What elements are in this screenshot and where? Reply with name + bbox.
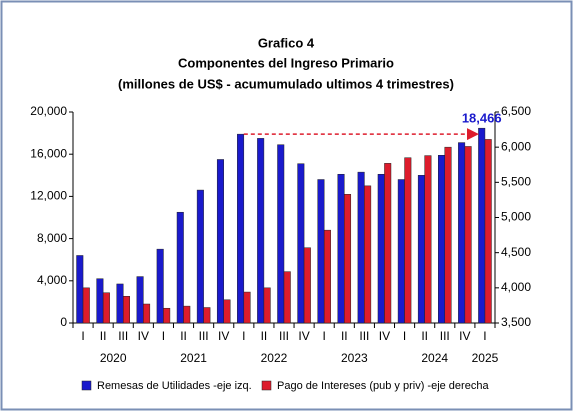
bar [176,211,184,324]
bar [438,155,446,324]
chart-subtitle: (millones de US$ - acumumulado ultimos 4… [118,76,454,91]
x-tick-label: I [81,329,84,343]
bar [344,194,352,324]
legend-label: Pago de Intereses (pub y priv) -eje dere… [277,380,489,392]
legend-swatch [261,380,272,391]
bar [337,173,345,324]
bar [484,139,492,324]
y2-tick-label: 6,000 [501,139,531,153]
y2-tick-label: 3,500 [501,315,531,329]
y-tick-label: 20,000 [30,104,67,118]
bar [417,175,425,324]
bar [183,305,191,324]
y-tick-label: 0 [60,315,67,329]
bar [364,185,372,324]
bar [424,155,432,324]
x-tick-label: I [162,329,165,343]
bar [458,142,466,324]
bar [263,287,271,324]
x-group-label: 2023 [341,351,368,365]
x-tick-label: IV [138,329,149,343]
bar [237,133,245,324]
bar [216,159,224,324]
bar [303,247,311,324]
bar [277,144,285,324]
bar [122,296,130,324]
bar [297,163,305,324]
y2-tick-label: 4,000 [501,280,531,294]
bar [223,299,231,324]
bar [143,303,151,324]
x-tick-label: II [421,329,428,343]
bar [384,163,392,324]
legend-swatch [81,380,92,391]
bar [397,179,405,324]
x-tick-label: I [403,329,406,343]
x-tick-label: III [118,329,128,343]
bar [283,271,291,324]
x-tick-label: III [279,329,289,343]
bar [317,179,325,324]
x-group-label: 2025 [472,351,499,365]
x-tick-label: III [199,329,209,343]
x-tick-label: I [483,329,486,343]
data-label: 18,466 [462,111,502,126]
y2-tick-label: 6,500 [501,104,531,118]
x-tick-label: III [359,329,369,343]
bar [116,283,124,324]
bar [377,173,385,324]
x-group-label: 2024 [421,351,448,365]
bar [156,248,164,324]
x-tick-label: IV [218,329,229,343]
x-tick-label: IV [459,329,470,343]
y2-tick-label: 4,500 [501,245,531,259]
bar [76,255,84,324]
x-group-label: 2021 [180,351,207,365]
x-tick-label: IV [298,329,309,343]
y2-tick-label: 5,000 [501,210,531,224]
x-group-label: 2022 [261,351,288,365]
bar [243,291,251,324]
x-tick-label: II [100,329,107,343]
bar [96,278,104,324]
y2-tick-label: 5,500 [501,175,531,189]
x-group-label: 2020 [100,351,127,365]
bar [136,276,144,324]
x-tick-label: II [180,329,187,343]
bar [203,307,211,324]
x-tick-label: II [341,329,348,343]
bar [478,127,486,324]
bar [196,189,204,324]
y-tick-label: 8,000 [37,231,67,245]
chart-subtitle: Componentes del Ingreso Primario [178,55,394,70]
x-tick-label: III [440,329,450,343]
bar [82,287,90,324]
bar [357,171,365,324]
legend-label: Remesas de Utilidades -eje izq. [97,380,252,392]
x-tick-label: II [261,329,268,343]
bar [464,146,472,324]
bar [404,157,412,324]
bar [323,229,331,324]
y-tick-label: 12,000 [30,189,67,203]
x-tick-label: I [323,329,326,343]
bar [257,138,265,324]
bar [444,146,452,324]
bar [163,307,171,324]
x-tick-label: I [242,329,245,343]
x-tick-label: IV [379,329,390,343]
bar [102,292,110,324]
y-tick-label: 16,000 [30,146,67,160]
y-tick-label: 4,000 [37,273,67,287]
chart-title: Grafico 4 [258,35,315,50]
